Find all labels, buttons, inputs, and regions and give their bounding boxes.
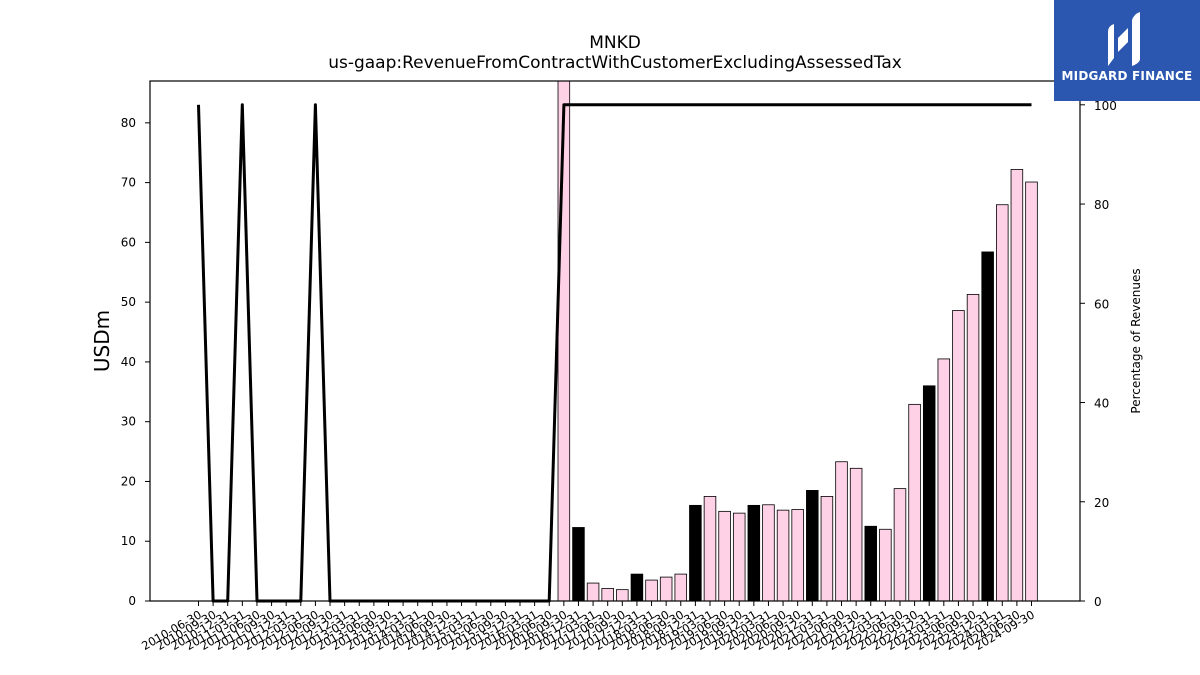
bar-2021-12-31 xyxy=(864,525,877,602)
bar-2017-03-31 xyxy=(586,582,600,602)
bar-2021-03-31 xyxy=(820,496,834,602)
brand-logo: MIDGARD FINANCE xyxy=(1054,0,1200,101)
y-tick-label: 0 xyxy=(128,594,136,608)
y2-tick-label: 0 xyxy=(1094,595,1102,609)
bar-2022-09-30 xyxy=(908,403,921,602)
bar-group xyxy=(557,80,1038,602)
y2-tick-label: 100 xyxy=(1094,99,1117,113)
y2-tick-label: 60 xyxy=(1094,297,1109,311)
bar-2017-09-30 xyxy=(616,589,629,602)
y-tick-label: 80 xyxy=(121,116,136,130)
bar-2018-12-31 xyxy=(689,504,702,602)
logo-text: MIDGARD FINANCE xyxy=(1061,69,1193,83)
y2-axis-label: Percentage of Revenues xyxy=(1129,268,1143,413)
bar-2019-06-30 xyxy=(718,510,731,602)
bar-2016-09-30 xyxy=(557,80,571,602)
chart-title: MNKD xyxy=(589,33,641,53)
bar-2020-12-31 xyxy=(806,490,819,602)
chart-subtitle: us-gaap:RevenueFromContractWithCustomerE… xyxy=(328,53,902,73)
x-axis: 2010-06-302010-09-302010-12-312011-03-31… xyxy=(139,601,1037,653)
bar-2022-06-30 xyxy=(893,488,907,602)
bar-2020-06-30 xyxy=(776,509,790,602)
bar-2023-09-30 xyxy=(966,293,980,602)
y-tick-label: 60 xyxy=(121,235,136,249)
bar-2024-06-30 xyxy=(1010,169,1024,602)
bar-2021-06-30 xyxy=(835,461,848,602)
y-tick-label: 70 xyxy=(121,176,136,190)
bar-2024-09-30 xyxy=(1025,181,1038,602)
left-axis: 0 10 20 30 40 50 60 70 80 xyxy=(121,116,150,608)
bar-2022-03-31 xyxy=(879,528,892,602)
midgard-logo-icon xyxy=(1108,12,1140,66)
bar-2019-03-31 xyxy=(703,496,717,602)
percentage-line-group xyxy=(197,103,1032,603)
bar-2018-09-30 xyxy=(674,573,688,602)
bar-2020-09-30 xyxy=(791,509,804,602)
plot-frame xyxy=(149,80,1081,602)
bar-2017-06-30 xyxy=(601,588,614,602)
y2-tick-label: 80 xyxy=(1094,198,1109,212)
bar-2017-12-31 xyxy=(630,573,644,602)
bar-2023-06-30 xyxy=(952,310,965,602)
bar-2020-03-31 xyxy=(762,504,775,602)
bar-2023-12-31 xyxy=(981,251,994,602)
bar-2021-09-30 xyxy=(849,467,863,602)
bar-2024-03-31 xyxy=(996,204,1009,602)
y2-tick-label: 40 xyxy=(1094,397,1109,411)
bar-2019-12-31 xyxy=(747,504,761,602)
y-axis-label: USDm xyxy=(90,310,114,372)
y-tick-label: 30 xyxy=(121,415,136,429)
y-tick-label: 20 xyxy=(121,474,136,488)
bar-2016-12-31 xyxy=(572,527,585,602)
bar-2022-12-31 xyxy=(922,385,936,602)
y-tick-label: 50 xyxy=(121,295,136,309)
percentage-line xyxy=(197,103,1032,603)
bar-2019-09-30 xyxy=(732,512,746,602)
bar-2018-03-31 xyxy=(645,579,658,602)
bar-2018-06-30 xyxy=(659,576,673,602)
right-axis: 0 20 40 60 80 100 xyxy=(1080,99,1117,609)
bar-2023-03-31 xyxy=(937,358,951,602)
y2-tick-label: 20 xyxy=(1094,496,1109,510)
y-tick-label: 40 xyxy=(121,355,136,369)
y-tick-label: 10 xyxy=(121,534,136,548)
